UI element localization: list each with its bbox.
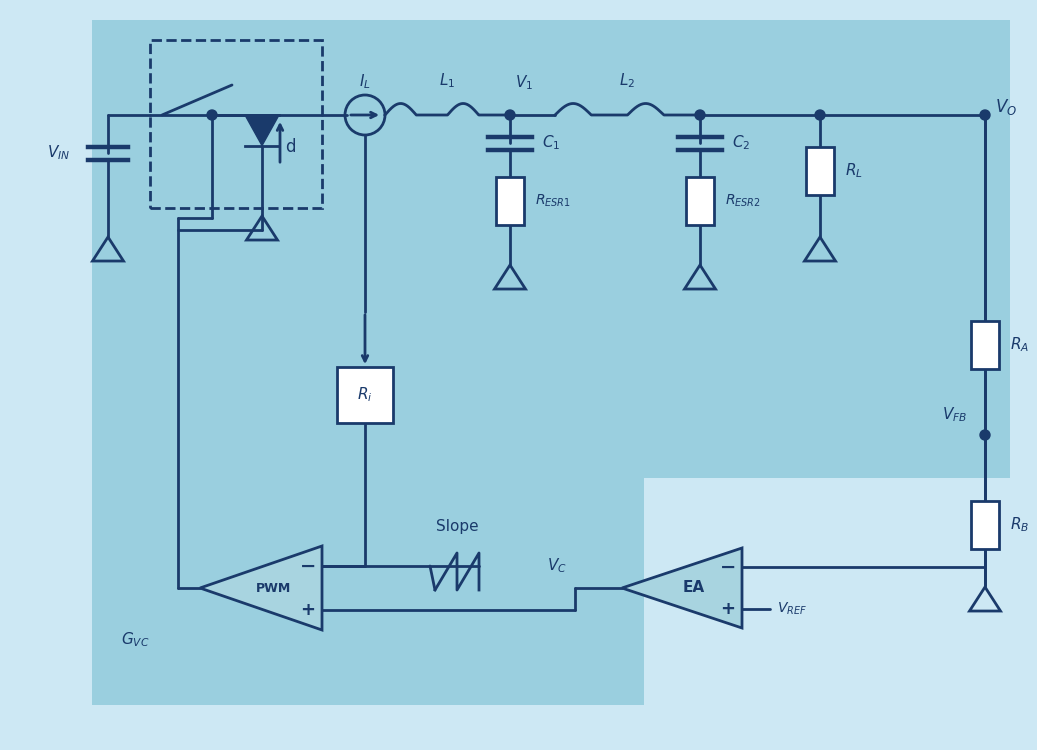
Text: +: +: [721, 600, 735, 618]
Circle shape: [980, 430, 990, 440]
Bar: [150, 40, 323, 208]
Polygon shape: [200, 546, 323, 630]
Bar: [92, 478, 644, 705]
Bar: [686, 177, 714, 225]
Text: $V_C$: $V_C$: [548, 556, 567, 575]
Text: $C_2$: $C_2$: [732, 134, 751, 152]
Circle shape: [695, 110, 705, 120]
Polygon shape: [245, 115, 279, 146]
Text: $V_{FB}$: $V_{FB}$: [942, 406, 966, 424]
Text: $I_L$: $I_L$: [359, 73, 371, 92]
Text: $C_1$: $C_1$: [542, 134, 560, 152]
Circle shape: [505, 110, 515, 120]
Text: $R_{ESR2}$: $R_{ESR2}$: [725, 193, 761, 209]
Text: $L_2$: $L_2$: [619, 72, 636, 90]
Text: −: −: [720, 558, 736, 577]
Circle shape: [980, 110, 990, 120]
Text: $R_L$: $R_L$: [845, 162, 863, 180]
Text: $V_{REF}$: $V_{REF}$: [777, 601, 807, 617]
Text: $V_O$: $V_O$: [994, 97, 1017, 117]
Bar: [337, 367, 393, 423]
Text: d: d: [285, 138, 296, 156]
Bar: [971, 321, 999, 369]
Polygon shape: [622, 548, 742, 628]
Text: Slope: Slope: [436, 518, 478, 533]
Text: $R_A$: $R_A$: [1010, 336, 1029, 354]
Text: −: −: [300, 556, 316, 576]
Text: $V_1$: $V_1$: [515, 74, 533, 92]
Text: $R_B$: $R_B$: [1010, 516, 1030, 534]
Text: $L_1$: $L_1$: [440, 72, 455, 90]
Text: $R_i$: $R_i$: [358, 386, 372, 404]
Text: +: +: [301, 601, 315, 619]
Bar: [496, 177, 524, 225]
Circle shape: [815, 110, 825, 120]
Bar: [971, 501, 999, 549]
Circle shape: [207, 110, 217, 120]
Text: $R_{ESR1}$: $R_{ESR1}$: [535, 193, 571, 209]
Text: $V_{IN}$: $V_{IN}$: [47, 144, 71, 162]
Bar: [92, 20, 1010, 478]
Text: PWM: PWM: [255, 581, 290, 595]
Text: EA: EA: [683, 580, 705, 596]
Text: $G_{VC}$: $G_{VC}$: [120, 631, 149, 650]
Bar: [806, 147, 834, 195]
